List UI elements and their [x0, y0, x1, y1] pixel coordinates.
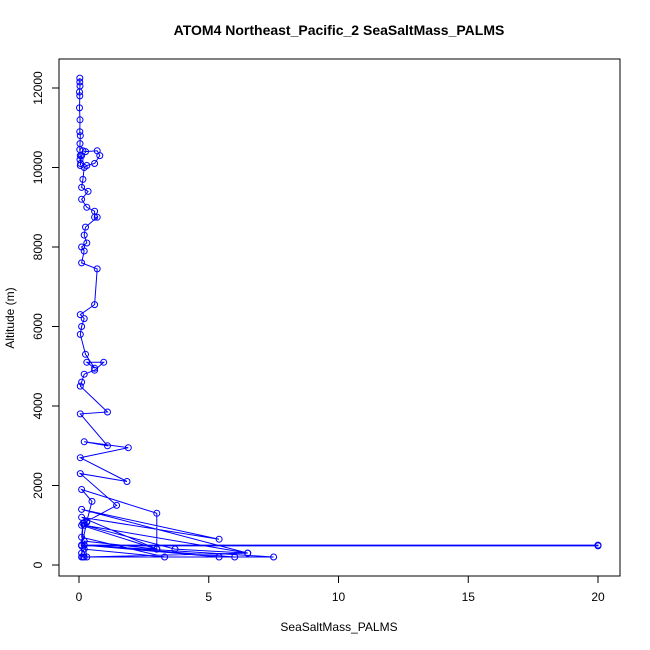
x-axis: 0 5 10 15 20: [76, 576, 605, 604]
data-point: [76, 104, 83, 112]
data-point: [80, 438, 88, 446]
data-point: [91, 366, 99, 374]
data-point: [76, 92, 84, 100]
y-axis: 0 2000 4000 6000 8000 10000 12000: [31, 71, 59, 568]
x-tick-label: 20: [591, 590, 605, 604]
data-point: [104, 442, 111, 450]
x-tick-label: 15: [462, 590, 476, 604]
plot-frame: [58, 58, 621, 577]
data-point: [153, 545, 161, 553]
data-point: [215, 535, 223, 543]
data-point: [78, 259, 86, 267]
y-tick-label: 10000: [31, 150, 45, 184]
data-point: [82, 148, 89, 156]
data-point: [91, 301, 99, 309]
data-point: [113, 501, 121, 509]
data-point: [83, 239, 91, 247]
data-point: [76, 410, 84, 418]
x-tick-label: 5: [205, 590, 212, 604]
data-point: [93, 265, 101, 273]
y-axis-label: Altitude (m): [3, 287, 17, 348]
data-point: [76, 74, 84, 82]
data-point: [76, 470, 84, 478]
x-tick-label: 10: [332, 590, 346, 604]
data-point: [83, 203, 91, 211]
data-point: [78, 521, 86, 529]
data-point: [83, 358, 91, 366]
data-point: [161, 553, 169, 561]
data-point: [100, 358, 108, 366]
data-point: [91, 213, 99, 221]
data-point: [231, 553, 239, 561]
data-point: [76, 78, 84, 86]
data-point: [80, 541, 88, 549]
data-point: [594, 542, 602, 550]
data-point: [123, 478, 131, 485]
data-point: [96, 152, 104, 160]
data-point: [78, 323, 86, 330]
data-point: [78, 378, 86, 386]
data-point: [78, 195, 86, 203]
data-point: [76, 128, 84, 136]
data-point: [88, 497, 96, 505]
data-point: [80, 164, 88, 171]
y-tick-label: 4000: [31, 392, 45, 419]
data-point: [153, 509, 161, 517]
data-point: [244, 549, 252, 557]
data-point: [124, 444, 132, 452]
data-point: [80, 247, 88, 255]
data-point: [270, 553, 278, 561]
data-point: [76, 382, 84, 390]
data-point: [82, 350, 89, 358]
chart-title: ATOM4 Northeast_Pacific_2 SeaSaltMass_PA…: [174, 22, 505, 38]
data-point: [78, 533, 86, 541]
data-point: [84, 187, 92, 195]
x-axis-label: SeaSaltMass_PALMS: [280, 620, 397, 634]
data-point: [80, 370, 88, 378]
data-point: [76, 88, 83, 96]
data-point: [76, 454, 84, 462]
data-point: [78, 152, 86, 160]
data-point: [79, 175, 87, 183]
y-tick-label: 2000: [31, 472, 45, 499]
data-point: [78, 486, 86, 493]
data-point: [82, 223, 89, 231]
data-point: [91, 160, 99, 167]
data-point: [93, 213, 101, 221]
data-point: [83, 553, 91, 561]
y-tick-label: 8000: [31, 233, 45, 260]
data-point: [171, 545, 179, 553]
data-point: [76, 116, 84, 124]
data-point: [78, 549, 86, 557]
data-point: [215, 553, 223, 561]
data-point: [78, 505, 86, 513]
data-point: [76, 311, 84, 319]
data-point: [76, 330, 84, 338]
data-point: [78, 183, 86, 191]
data-point: [79, 553, 87, 561]
y-tick-label: 12000: [31, 71, 45, 105]
data-point: [91, 364, 99, 372]
data-point: [80, 315, 88, 323]
data-point: [104, 408, 111, 416]
series-line: [78, 78, 599, 558]
y-tick-label: 6000: [31, 313, 45, 340]
data-point: [80, 231, 88, 239]
x-tick-label: 0: [76, 590, 83, 604]
y-tick-label: 0: [31, 561, 45, 568]
data-point: [79, 519, 87, 527]
plot-area: [76, 74, 602, 561]
data-point: [76, 132, 84, 140]
